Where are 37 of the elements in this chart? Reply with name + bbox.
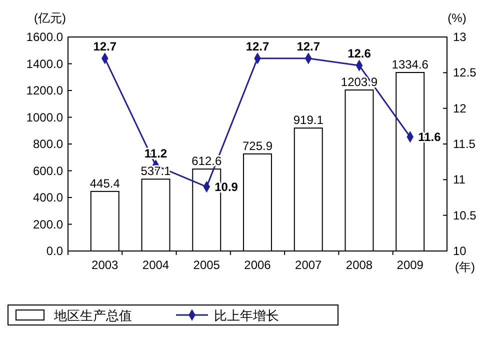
data-label: 12.7 — [246, 39, 270, 54]
x-tick-label: 2008 — [346, 258, 373, 272]
data-label: 537.1 — [140, 164, 172, 178]
y2-tick-label: 11 — [453, 172, 466, 187]
y-tick-label: 1200.0 — [26, 84, 64, 98]
legend-label: 地区生产总值 — [53, 308, 132, 323]
x-tick-label: 2003 — [92, 258, 119, 272]
data-label: 1334.6 — [392, 57, 429, 72]
y2-tick-label: 10 — [453, 244, 467, 258]
y-axis-title: (亿元) — [34, 11, 66, 25]
y-tick-label: 200.0 — [32, 217, 64, 232]
x-tick-label: 2007 — [295, 258, 322, 272]
y2-tick-label: 12 — [453, 101, 467, 116]
data-label: 12.7 — [93, 39, 117, 54]
x-tick-label: 2005 — [193, 258, 220, 272]
data-label: 919.1 — [293, 113, 324, 128]
y-tick-label: 800.0 — [32, 137, 64, 151]
data-label: 445.4 — [90, 176, 120, 190]
data-label: 12.6 — [348, 46, 372, 61]
y-tick-label: 1600.0 — [26, 30, 64, 44]
data-label: 725.9 — [242, 138, 273, 153]
y2-tick-label: 12.5 — [453, 66, 477, 80]
y-tick-label: 1400.0 — [26, 56, 64, 71]
y2-tick-label: 11.5 — [453, 137, 476, 151]
data-label: 12.7 — [296, 39, 320, 54]
legend-label: 比上年增长 — [214, 308, 279, 323]
y-tick-label: 0.0 — [46, 244, 64, 258]
x-tick-label: 2006 — [244, 258, 272, 272]
x-tick-label: 2009 — [396, 258, 424, 272]
y2-tick-label: 13 — [453, 30, 467, 44]
y2-tick-label: 10.5 — [453, 208, 477, 222]
y2-axis-title: (%) — [448, 11, 466, 25]
y-tick-label: 1000.0 — [26, 110, 64, 124]
y-tick-label: 600.0 — [32, 164, 64, 178]
x-tick-label: 2004 — [142, 258, 170, 272]
x-axis-title: (年) — [455, 260, 475, 274]
y-tick-label: 400.0 — [32, 190, 64, 204]
